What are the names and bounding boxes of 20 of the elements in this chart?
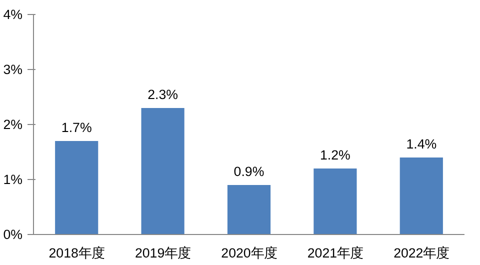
bar	[314, 168, 357, 234]
x-tick-label: 2020年度	[221, 246, 277, 260]
y-tick-label: 0%	[3, 227, 23, 242]
y-tick-label: 1%	[3, 172, 23, 187]
bar	[227, 185, 271, 234]
data-label: 2.3%	[148, 87, 178, 102]
bar	[141, 108, 184, 234]
y-tick-label: 2%	[3, 117, 23, 132]
bar	[55, 141, 98, 234]
x-tick-label: 2022年度	[394, 246, 450, 260]
data-label: 0.9%	[234, 164, 264, 179]
y-tick-label: 4%	[3, 7, 23, 22]
data-label: 1.2%	[320, 148, 351, 162]
x-tick-label: 2021年度	[307, 246, 364, 260]
x-tick-label: 2018年度	[48, 246, 104, 260]
data-label: 1.4%	[406, 136, 437, 152]
data-label: 1.7%	[61, 120, 92, 135]
bar	[400, 158, 443, 234]
x-tick-label: 2019年度	[134, 246, 191, 260]
y-tick-label: 3%	[3, 62, 23, 77]
